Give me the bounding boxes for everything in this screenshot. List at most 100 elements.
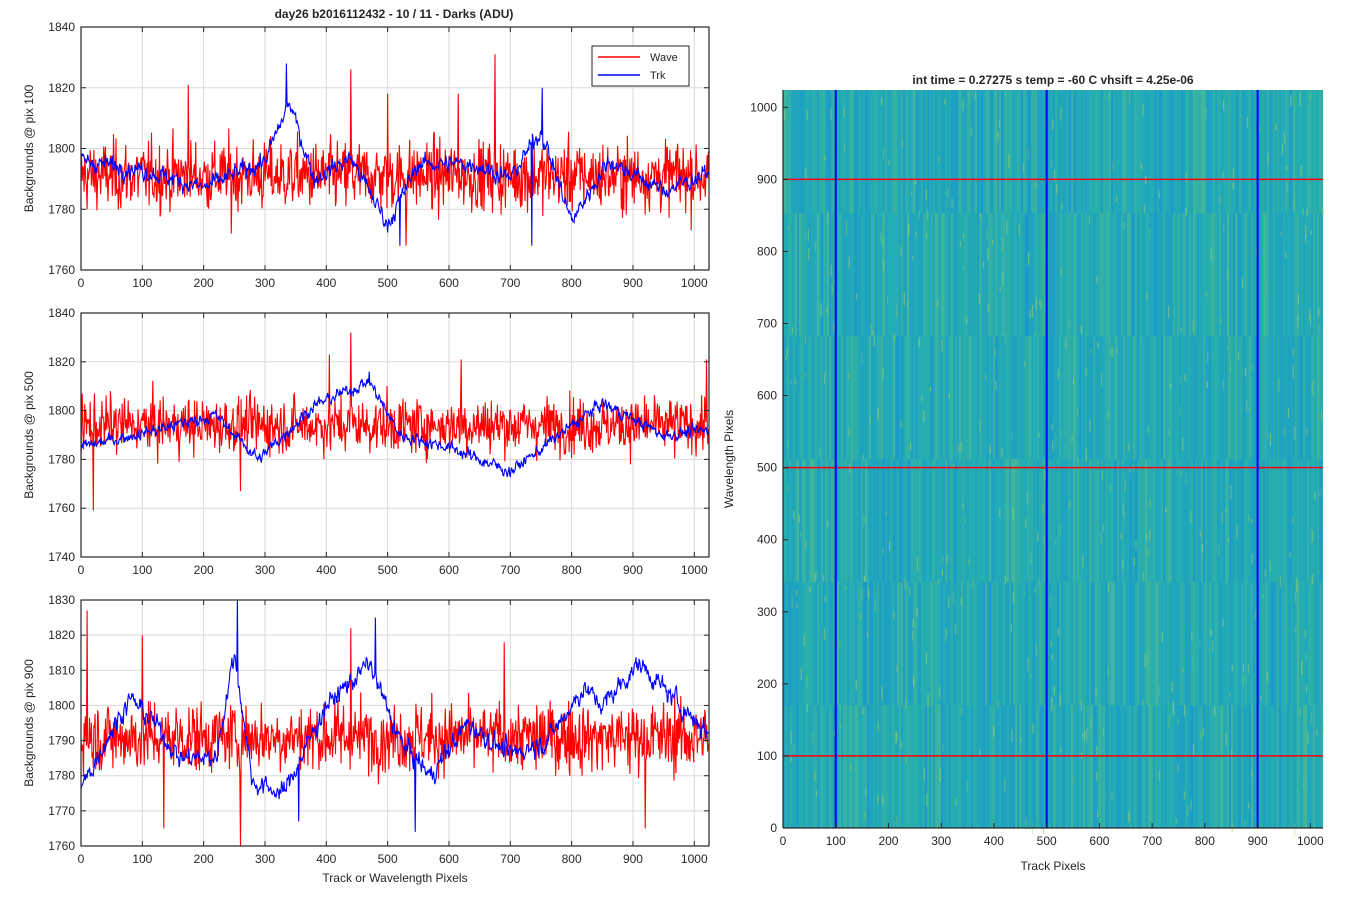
heatmap-cell — [1249, 90, 1252, 214]
heatmap-highlight — [968, 94, 970, 99]
heatmap-cell — [893, 90, 896, 214]
heatmap-cell — [891, 459, 894, 583]
heatmap-highlight — [804, 372, 806, 379]
heatmap-cell — [1247, 459, 1250, 583]
heatmap-cell — [1261, 459, 1264, 583]
heatmap-cell — [1117, 582, 1120, 706]
heatmap-cell — [1285, 459, 1288, 583]
heatmap-cell — [903, 705, 906, 829]
heatmap-highlight — [1275, 123, 1277, 131]
heatmap-highlight — [1286, 181, 1288, 193]
heatmap-cell — [825, 582, 828, 706]
heatmap-cell — [1139, 705, 1142, 829]
heatmap-cell — [1309, 213, 1312, 337]
heatmap-cell — [1147, 705, 1150, 829]
heatmap-cell — [935, 213, 938, 337]
heatmap-cell — [1103, 705, 1106, 829]
heatmap-highlight — [1018, 224, 1020, 236]
heatmap-highlight — [869, 417, 871, 423]
heatmap-cell — [969, 336, 972, 460]
heatmap-cell — [897, 336, 900, 460]
heatmap-cell — [1321, 582, 1324, 706]
heatmap-cell — [1049, 705, 1052, 829]
heatmap-cell — [1205, 459, 1208, 583]
heatmap-highlight — [806, 674, 808, 687]
heatmap-highlight — [910, 191, 912, 196]
heatmap-highlight — [1199, 638, 1201, 646]
heatmap-cell — [1095, 213, 1098, 337]
heatmap-cell — [1231, 459, 1234, 583]
heatmap-highlight — [972, 580, 974, 587]
heatmap-cell — [1053, 213, 1056, 337]
heatmap-cell — [1313, 705, 1316, 829]
heatmap-cell — [981, 705, 984, 829]
heatmap-cell — [1277, 213, 1280, 337]
heatmap-cell — [1141, 459, 1144, 583]
heatmap-highlight — [896, 815, 898, 826]
heatmap-highlight — [1084, 730, 1086, 740]
heatmap-cell — [1199, 459, 1202, 583]
heatmap-highlight — [1200, 731, 1202, 739]
heatmap-cell — [1281, 705, 1284, 829]
heatmap-cell — [1269, 336, 1272, 460]
heatmap-highlight — [1305, 654, 1308, 662]
heatmap-cell — [831, 459, 834, 583]
heatmap-cell — [1099, 459, 1102, 583]
heatmap-cell — [1083, 90, 1086, 214]
x-tick-label: 200 — [194, 852, 214, 866]
heatmap-highlight — [790, 730, 792, 744]
heatmap-cell — [839, 336, 842, 460]
heatmap-cell — [1241, 459, 1244, 583]
heatmap-cell — [1319, 705, 1322, 829]
heatmap-cell — [1165, 582, 1168, 706]
heatmap-cell — [1003, 336, 1006, 460]
heatmap-highlight — [1305, 224, 1307, 239]
heatmap-cell — [915, 459, 918, 583]
heatmap-cell — [975, 582, 978, 706]
heatmap-cell — [1197, 705, 1200, 829]
heatmap-highlight — [921, 394, 923, 402]
heatmap-highlight — [1302, 209, 1305, 215]
heatmap-cell — [861, 336, 864, 460]
heatmap-cell — [883, 705, 886, 829]
heatmap-cell — [1243, 705, 1246, 829]
heatmap-cell — [1311, 459, 1314, 583]
heatmap-cell — [993, 336, 996, 460]
heatmap-cell — [1053, 336, 1056, 460]
heatmap-cell — [1205, 336, 1208, 460]
heatmap-cell — [907, 705, 910, 829]
heatmap-cell — [1195, 213, 1198, 337]
heatmap-cell — [1187, 582, 1190, 706]
heatmap-highlight — [864, 575, 866, 582]
heatmap-cell — [1213, 705, 1216, 829]
heatmap-cell — [1009, 336, 1012, 460]
heatmap-cell — [1023, 213, 1026, 337]
heatmap-cell — [1075, 213, 1078, 337]
heatmap-cell — [1283, 213, 1286, 337]
heatmap-cell — [1193, 336, 1196, 460]
heatmap-cell — [869, 582, 872, 706]
heatmap-highlight — [1122, 559, 1124, 570]
heatmap-cell — [1161, 90, 1164, 214]
heatmap-cell — [929, 705, 932, 829]
heatmap-cell — [991, 336, 994, 460]
heatmap-cell — [793, 336, 796, 460]
y-axis-label: Backgrounds @ pix 500 — [22, 371, 36, 499]
x-axis-label: Track or Wavelength Pixels — [322, 871, 467, 885]
heatmap-cell — [833, 336, 836, 460]
heatmap-cell — [789, 336, 792, 460]
heatmap-highlight — [877, 407, 879, 421]
heatmap-highlight — [995, 381, 997, 390]
heatmap-cell — [823, 90, 826, 214]
heatmap-highlight — [1123, 510, 1126, 521]
heatmap-cell — [1033, 213, 1036, 337]
heatmap-cell — [843, 582, 846, 706]
heatmap-cell — [1167, 336, 1170, 460]
heatmap-cell — [1175, 90, 1178, 214]
heatmap-cell — [817, 336, 820, 460]
heatmap-highlight — [912, 255, 914, 260]
heatmap-cell — [903, 336, 906, 460]
heatmap-cell — [1315, 213, 1318, 337]
heatmap-cell — [1103, 213, 1106, 337]
heatmap-cell — [869, 213, 872, 337]
